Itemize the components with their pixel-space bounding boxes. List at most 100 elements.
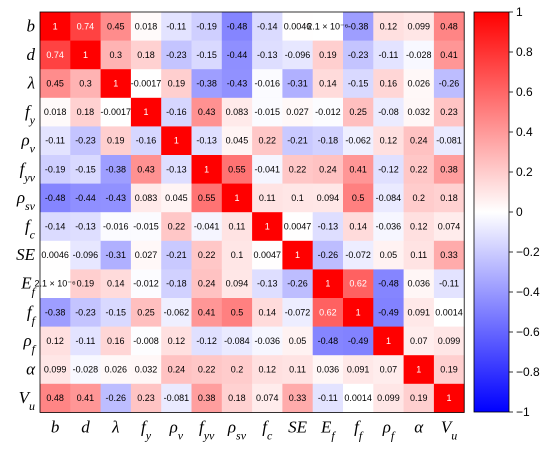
cell-value-label: 0.19	[77, 279, 95, 289]
cell-value-label: 0.14	[258, 307, 276, 317]
cell-value-label: -0.31	[105, 250, 126, 260]
cell-value-label: -0.21	[287, 136, 308, 146]
colorbar-tick-label: 0.4	[516, 125, 533, 139]
heatmap-cell	[312, 383, 344, 413]
heatmap-cell	[373, 183, 404, 213]
y-axis-labels: bdλ fy ρv fyv ρsv fc SE Ef ff ρf α Vu	[16, 16, 37, 413]
heatmap-cell	[312, 298, 344, 327]
cell-value-label: 0.0047	[253, 250, 281, 260]
heatmap-cell	[100, 183, 132, 213]
cell-value-label: 0.3	[79, 79, 92, 89]
cell-value-label: 0.74	[46, 50, 64, 60]
heatmap-cell	[343, 155, 374, 184]
heatmap-cell	[373, 155, 404, 184]
cell-value-label: 0.41	[77, 393, 95, 403]
heatmap-cell	[221, 155, 253, 184]
heatmap-cell	[343, 298, 374, 327]
cell-value-label: -0.13	[75, 222, 96, 232]
heatmap-cell	[403, 126, 435, 156]
y-axis-label-b: b	[27, 16, 36, 35]
colorbar-tick-label: −0.4	[516, 285, 540, 299]
cell-value-label: 0.1	[231, 250, 244, 260]
cell-value-label: -0.16	[166, 107, 187, 117]
heatmap-cell	[191, 212, 223, 242]
heatmap-cell	[373, 269, 404, 299]
heatmap-cell	[433, 155, 465, 184]
cell-value-label: 0.14	[319, 79, 337, 89]
cell-value-label: 0.032	[407, 107, 430, 117]
heatmap-cell	[70, 298, 101, 327]
heatmap-cell	[312, 183, 344, 213]
heatmap-cell	[221, 12, 253, 41]
x-axis-label-b: b	[51, 417, 60, 436]
cell-value-label: -0.041	[194, 222, 220, 232]
heatmap-cell	[191, 126, 223, 156]
cell-value-label: 0.1	[291, 193, 304, 203]
cell-value-label: 0.036	[317, 365, 340, 375]
heatmap-cell	[191, 298, 223, 327]
cell-value-label: 0.3	[109, 50, 122, 60]
cell-value-label: -0.11	[76, 336, 96, 346]
cell-value-label: -0.028	[406, 50, 432, 60]
cell-value-label: 0.19	[410, 393, 428, 403]
heatmap-cell	[373, 40, 404, 70]
x-axis-label-Ef: Ef	[320, 417, 336, 442]
heatmap-cell	[191, 155, 223, 184]
heatmap-cell	[282, 69, 314, 99]
cell-value-label: 0.027	[286, 107, 309, 117]
cell-value-label: 0.5	[231, 307, 244, 317]
cell-value-label: -0.036	[254, 336, 280, 346]
heatmap-cell	[403, 383, 435, 413]
y-axis-label-lambda: λ	[27, 74, 35, 93]
heatmap-cell	[130, 97, 162, 127]
heatmap-cell	[130, 183, 162, 213]
cell-value-label: -0.26	[287, 279, 308, 289]
heatmap-cell	[312, 155, 344, 184]
cell-value-label: -0.12	[196, 336, 217, 346]
cell-value-label: -0.13	[166, 164, 187, 174]
heatmap-cell	[161, 155, 192, 184]
heatmap-cell	[373, 212, 404, 242]
heatmap-cell	[221, 212, 253, 242]
cell-value-label: 0.19	[107, 136, 125, 146]
heatmap-cell	[100, 269, 132, 299]
cell-value-label: 0.38	[440, 164, 458, 174]
cell-value-label: -0.48	[45, 193, 66, 203]
heatmap-cell	[252, 183, 283, 213]
cell-value-label: -0.15	[105, 307, 126, 317]
heatmap-cell	[373, 355, 404, 385]
x-axis-label-fyv: fyv	[199, 417, 215, 442]
cell-value-label: 0.036	[407, 279, 430, 289]
cell-value-label: 0.5	[352, 193, 365, 203]
cell-value-label: -0.062	[345, 136, 371, 146]
cell-value-label: 1	[234, 193, 239, 203]
cell-value-label: -0.072	[285, 307, 311, 317]
heatmap-cell	[403, 240, 435, 270]
cell-value-label: -0.44	[75, 193, 96, 203]
cell-value-label: -0.13	[257, 50, 278, 60]
cell-value-label: -0.23	[166, 50, 187, 60]
x-axis-label-rho_f: ρf	[382, 417, 396, 442]
cell-value-label: -0.012	[315, 107, 341, 117]
heatmap-cell	[252, 126, 283, 156]
cell-value-label: -0.016	[254, 79, 280, 89]
heatmap-cell	[282, 240, 314, 270]
heatmap-cell	[282, 212, 314, 242]
cell-value-label: 0.074	[256, 393, 279, 403]
heatmap-cell	[433, 183, 465, 213]
heatmap-cell	[433, 269, 465, 299]
x-axis-label-rho_v: ρv	[169, 417, 184, 442]
cell-value-label: 0.18	[77, 107, 95, 117]
heatmap-cell	[100, 97, 132, 127]
heatmap-cell	[282, 326, 314, 356]
cell-value-label: -0.38	[105, 164, 126, 174]
heatmap-cell	[70, 69, 101, 99]
cell-value-label: -0.084	[224, 336, 250, 346]
cell-value-label: -0.14	[45, 222, 66, 232]
heatmap-cell	[70, 326, 101, 356]
cell-value-label: -0.23	[348, 50, 369, 60]
heatmap-cell	[403, 355, 435, 385]
heatmap-cell-labels: 1 0.74 0.45 0.018 -0.11 -0.19 -0.48 -0.14 0.0046…	[35, 21, 463, 403]
cell-value-label: 0.23	[440, 107, 458, 117]
cell-value-label: -0.081	[436, 136, 462, 146]
